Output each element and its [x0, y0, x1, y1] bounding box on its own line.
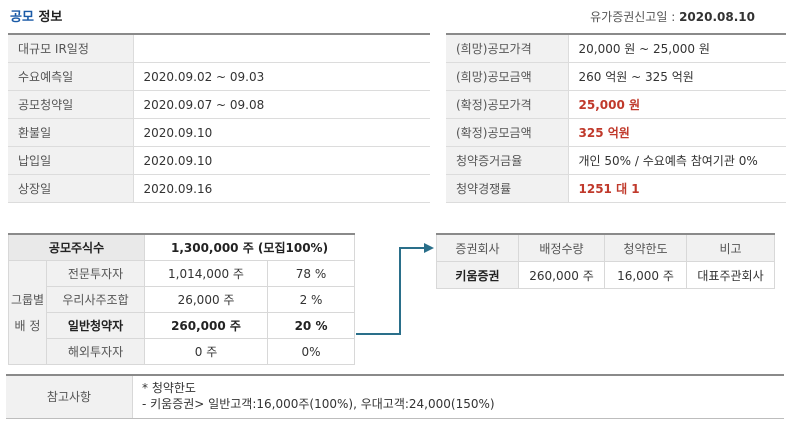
pricing-label: (희망)공모가격	[446, 34, 569, 63]
pricing-value-highlight: 1251 대 1	[568, 174, 786, 203]
page-title-rest: 정보	[33, 10, 63, 25]
page-title-accent: 공모	[10, 10, 34, 25]
table-row: (희망)공모금액 260 억원 ~ 325 억원	[446, 62, 786, 91]
schedule-label: 환불일	[8, 118, 134, 147]
table-row: 우리사주조합 26,000 주 2 %	[9, 286, 356, 313]
investor-pct: 20 %	[267, 312, 356, 339]
investor-pct: 2 %	[267, 286, 356, 313]
investor-pct: 78 %	[267, 260, 356, 287]
col-header-limit: 청약한도	[604, 233, 687, 262]
allocation-table: 공모주식수 1,300,000 주 (모집100%) 그룹별 배 정 전문투자자…	[7, 233, 356, 365]
table-row: (희망)공모가격 20,000 원 ~ 25,000 원	[446, 34, 786, 63]
schedule-label: 납입일	[8, 146, 134, 175]
pricing-value: 20,000 원 ~ 25,000 원	[568, 34, 786, 63]
schedule-table: 대규모 IR일정 수요예측일 2020.09.02 ~ 09.03 공모청약일 20…	[8, 33, 430, 203]
table-row: 해외투자자 0 주 0%	[9, 338, 356, 365]
schedule-value: 2020.09.16	[133, 174, 430, 203]
schedule-value: 2020.09.02 ~ 09.03	[133, 62, 430, 91]
col-header-note: 비고	[686, 233, 775, 262]
schedule-value	[133, 34, 430, 63]
pricing-table: (희망)공모가격 20,000 원 ~ 25,000 원 (희망)공모금액 260 …	[446, 33, 786, 203]
notes-line-2: - 키움증권> 일반고객:16,000주(100%), 우대고객:24,000(…	[142, 397, 495, 411]
schedule-value: 2020.09.07 ~ 09.08	[133, 90, 430, 119]
pricing-label: (확정)공모가격	[446, 90, 569, 119]
table-header-row: 증권회사 배정수량 청약한도 비고	[436, 233, 775, 262]
schedule-label: 상장일	[8, 174, 134, 203]
pricing-label: 청약경쟁률	[446, 174, 569, 203]
investor-pct: 0%	[267, 338, 356, 365]
table-row: 일반청약자 260,000 주 20 %	[9, 312, 356, 339]
investor-type: 해외투자자	[45, 338, 146, 365]
group-allocation-label: 그룹별 배 정	[8, 260, 47, 365]
filing-date-label: 유가증권신고일 :	[590, 10, 676, 24]
schedule-label: 대규모 IR일정	[8, 34, 134, 63]
pricing-label: (확정)공모금액	[446, 118, 569, 147]
filing-date-value: 2020.08.10	[679, 10, 755, 24]
schedule-value: 2020.09.10	[133, 146, 430, 175]
table-row: 납입일 2020.09.10	[8, 146, 430, 175]
underwriter-company: 키움증권	[436, 261, 519, 289]
underwriter-quantity: 260,000 주	[518, 261, 605, 289]
schedule-value: 2020.09.10	[133, 118, 430, 147]
investor-shares: 26,000 주	[144, 286, 269, 313]
notes-section: 참고사항 * 청약한도 - 키움증권> 일반고객:16,000주(100%), …	[6, 374, 784, 419]
col-header-quantity: 배정수량	[518, 233, 605, 262]
pricing-label: 청약증거금율	[446, 146, 569, 175]
table-row: 상장일 2020.09.16	[8, 174, 430, 203]
table-row: 청약증거금율 개인 50% / 수요예측 참여기관 0%	[446, 146, 786, 175]
pricing-value: 개인 50% / 수요예측 참여기관 0%	[568, 146, 786, 175]
pricing-value-highlight: 25,000 원	[568, 90, 786, 119]
table-row: 키움증권 260,000 주 16,000 주 대표주관회사	[436, 261, 775, 289]
table-row: 대규모 IR일정	[8, 34, 430, 63]
underwriter-limit: 16,000 주	[604, 261, 687, 289]
underwriter-note: 대표주관회사	[686, 261, 775, 289]
table-row: 환불일 2020.09.10	[8, 118, 430, 147]
total-shares-label: 공모주식수	[7, 233, 146, 261]
investor-shares: 260,000 주	[144, 312, 269, 339]
page-title: 공모 정보	[10, 6, 62, 25]
total-shares-value: 1,300,000 주 (모집100%)	[144, 233, 356, 261]
investor-shares: 1,014,000 주	[144, 260, 269, 287]
notes-line-1: * 청약한도	[142, 381, 196, 395]
schedule-label: 공모청약일	[8, 90, 134, 119]
filing-date-line: 유가증권신고일 : 2020.08.10	[590, 8, 755, 25]
notes-content: * 청약한도 - 키움증권> 일반고객:16,000주(100%), 우대고객:…	[142, 380, 495, 412]
schedule-label: 수요예측일	[8, 62, 134, 91]
notes-label: 참고사항	[6, 376, 133, 418]
table-row: 수요예측일 2020.09.02 ~ 09.03	[8, 62, 430, 91]
connector-arrow	[356, 243, 434, 335]
pricing-label: (희망)공모금액	[446, 62, 569, 91]
table-row: (확정)공모가격 25,000 원	[446, 90, 786, 119]
table-row: 청약경쟁률 1251 대 1	[446, 174, 786, 203]
investor-type: 전문투자자	[45, 260, 146, 287]
table-row: 공모청약일 2020.09.07 ~ 09.08	[8, 90, 430, 119]
investor-type: 일반청약자	[45, 312, 146, 339]
investor-type: 우리사주조합	[45, 286, 146, 313]
group-label-line1: 그룹별	[10, 292, 45, 307]
underwriter-table: 증권회사 배정수량 청약한도 비고 키움증권 260,000 주 16,000 …	[436, 233, 775, 289]
table-row: (확정)공모금액 325 억원	[446, 118, 786, 147]
table-row: 그룹별 배 정 전문투자자 1,014,000 주 78 %	[8, 260, 356, 365]
col-header-company: 증권회사	[436, 233, 519, 262]
table-row: 공모주식수 1,300,000 주 (모집100%)	[7, 233, 356, 261]
pricing-value: 260 억원 ~ 325 억원	[568, 62, 786, 91]
investor-shares: 0 주	[144, 338, 269, 365]
group-label-line2: 배 정	[14, 318, 41, 333]
pricing-value-highlight: 325 억원	[568, 118, 786, 147]
